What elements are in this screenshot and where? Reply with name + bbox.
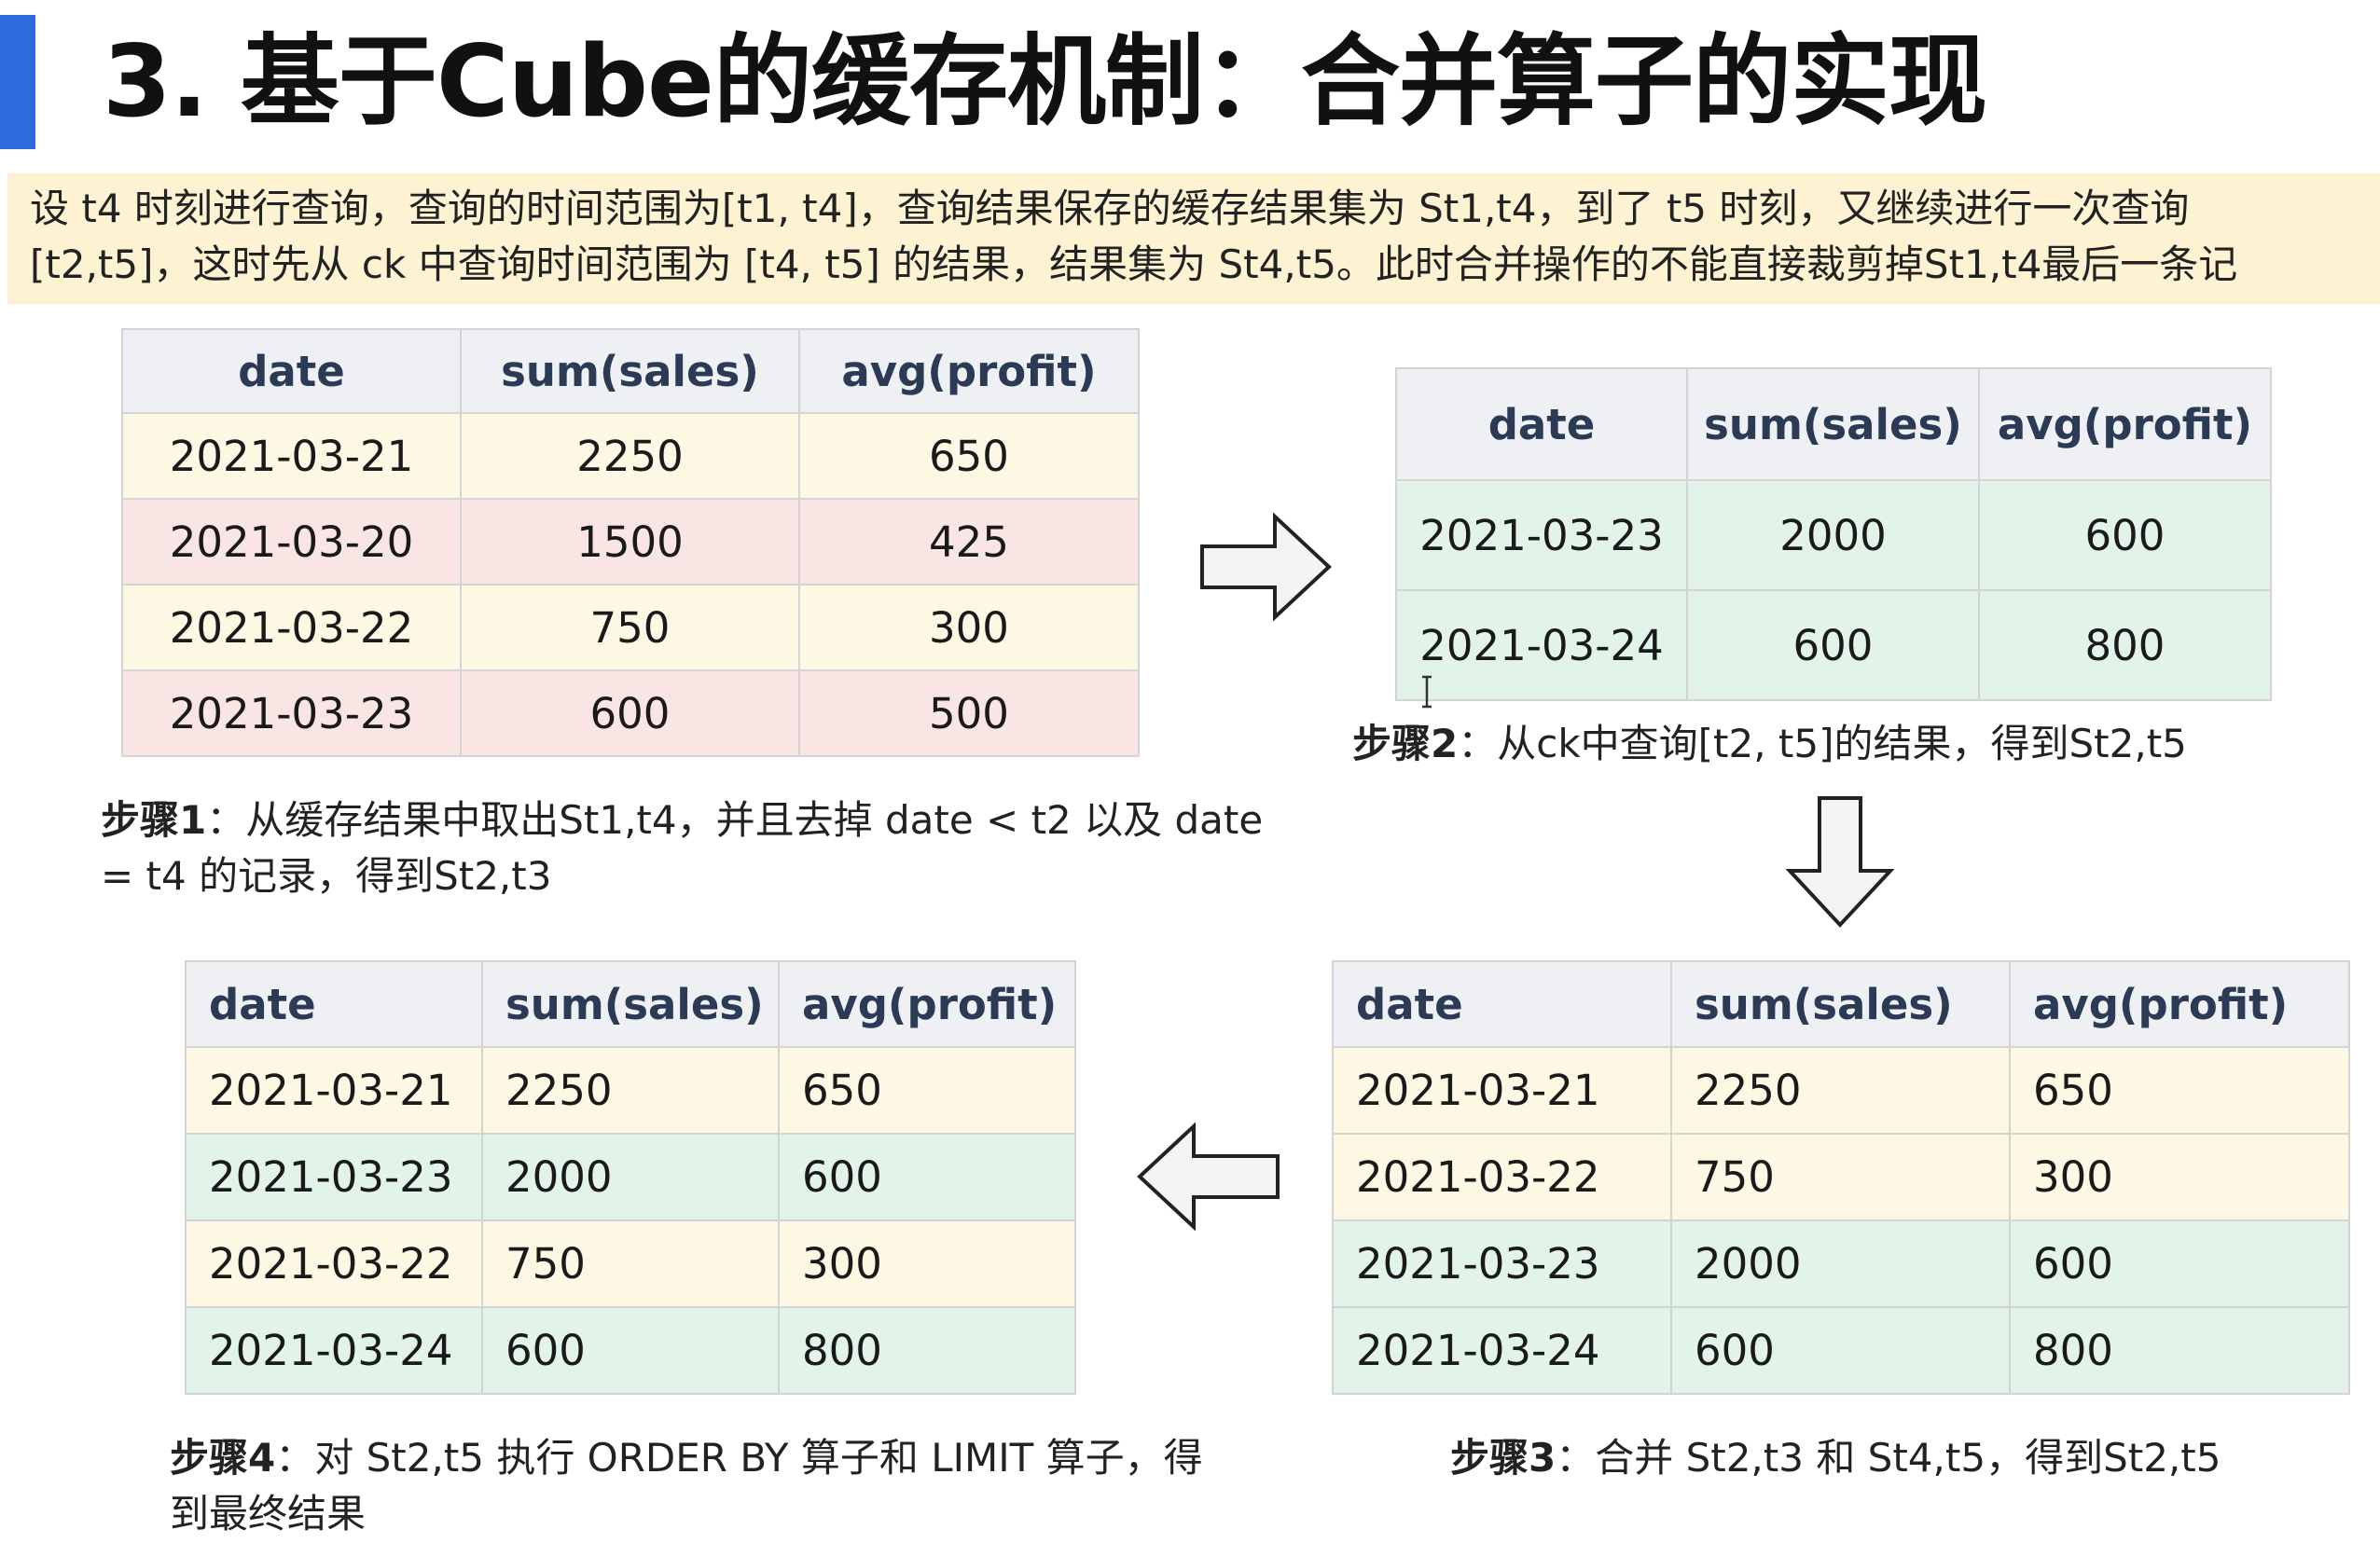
header-date: date — [1332, 960, 1672, 1048]
cell-date: 2021-03-23 — [1395, 479, 1688, 591]
ck-query-result-table: date sum(sales) avg(profit) 2021-03-23 2… — [1395, 367, 2272, 701]
table-row: 2021-03-23 600 500 — [121, 669, 1140, 757]
table-row: 2021-03-21 2250 650 — [121, 412, 1140, 500]
cell-avg-profit: 800 — [1978, 589, 2272, 701]
table-row: 2021-03-24 600 800 — [185, 1306, 1076, 1395]
cell-avg-profit: 650 — [778, 1046, 1076, 1135]
header-sum-sales: sum(sales) — [481, 960, 780, 1048]
cell-sum-sales: 2000 — [1686, 479, 1980, 591]
cell-date: 2021-03-22 — [1332, 1133, 1672, 1221]
table-header-row: date sum(sales) avg(profit) — [185, 960, 1076, 1048]
cell-avg-profit: 600 — [778, 1133, 1076, 1221]
cell-sum-sales: 2250 — [460, 412, 800, 500]
description-line-2: [t2,t5]，这时先从 ck 中查询时间范围为 [t4, t5] 的结果，结果… — [30, 241, 2238, 287]
cell-sum-sales: 2000 — [481, 1133, 780, 1221]
cell-avg-profit: 500 — [798, 669, 1140, 757]
title-accent-bar — [0, 15, 35, 149]
cell-avg-profit: 425 — [798, 498, 1140, 586]
cell-date: 2021-03-21 — [1332, 1046, 1672, 1135]
table-row: 2021-03-23 2000 600 — [1395, 479, 2272, 591]
final-result-table: date sum(sales) avg(profit) 2021-03-21 2… — [185, 960, 1076, 1395]
header-avg-profit: avg(profit) — [778, 960, 1076, 1048]
cell-sum-sales: 750 — [481, 1219, 780, 1308]
header-sum-sales: sum(sales) — [460, 328, 800, 414]
cell-avg-profit: 650 — [2009, 1046, 2350, 1135]
header-sum-sales: sum(sales) — [1686, 367, 1980, 481]
cell-sum-sales: 1500 — [460, 498, 800, 586]
header-date: date — [1395, 367, 1688, 481]
description-box: 设 t4 时刻进行查询，查询的时间范围为[t1, t4]，查询结果保存的缓存结果… — [7, 173, 2380, 304]
slide-title: 3. 基于Cube的缓存机制：合并算子的实现 — [103, 24, 1987, 139]
cell-date: 2021-03-20 — [121, 498, 462, 586]
cell-sum-sales: 600 — [1670, 1306, 2011, 1395]
arrow-left-icon — [1137, 1123, 1280, 1231]
cell-date: 2021-03-23 — [1332, 1219, 1672, 1308]
step2-label: 步骤2 — [1352, 721, 1459, 766]
header-avg-profit: avg(profit) — [2009, 960, 2350, 1048]
cell-sum-sales: 2250 — [1670, 1046, 2011, 1135]
arrow-down-icon — [1786, 796, 1894, 928]
cell-date: 2021-03-24 — [1395, 589, 1688, 701]
description-line-1: 设 t4 时刻进行查询，查询的时间范围为[t1, t4]，查询结果保存的缓存结果… — [30, 186, 2190, 231]
cell-avg-profit: 600 — [1978, 479, 2272, 591]
cached-result-table: date sum(sales) avg(profit) 2021-03-21 2… — [121, 328, 1140, 757]
table-row: 2021-03-22 750 300 — [185, 1219, 1076, 1308]
table-row: 2021-03-22 750 300 — [1332, 1133, 2350, 1221]
step4-caption: 步骤4：对 St2,t5 执行 ORDER BY 算子和 LIMIT 算子，得到… — [170, 1430, 1233, 1542]
cell-avg-profit: 650 — [798, 412, 1140, 500]
cell-date: 2021-03-22 — [121, 584, 462, 671]
cell-date: 2021-03-23 — [121, 669, 462, 757]
step4-text: ：对 St2,t5 执行 ORDER BY 算子和 LIMIT 算子，得到最终结… — [170, 1435, 1203, 1536]
step3-text: ：合并 St2,t3 和 St4,t5，得到St2,t5 — [1556, 1435, 2221, 1481]
cell-avg-profit: 600 — [2009, 1219, 2350, 1308]
step4-label: 步骤4 — [170, 1435, 276, 1481]
table-row: 2021-03-20 1500 425 — [121, 498, 1140, 586]
cell-avg-profit: 800 — [778, 1306, 1076, 1395]
table-header-row: date sum(sales) avg(profit) — [1395, 367, 2272, 481]
table-row: 2021-03-22 750 300 — [121, 584, 1140, 671]
table-header-row: date sum(sales) avg(profit) — [1332, 960, 2350, 1048]
table-row: 2021-03-24 600 800 — [1332, 1306, 2350, 1395]
cell-date: 2021-03-24 — [185, 1306, 483, 1395]
text-cursor-icon — [1422, 675, 1432, 709]
cell-avg-profit: 300 — [778, 1219, 1076, 1308]
step3-caption: 步骤3：合并 St2,t3 和 St4,t5，得到St2,t5 — [1450, 1430, 2221, 1486]
cell-sum-sales: 600 — [460, 669, 800, 757]
table-row: 2021-03-23 2000 600 — [1332, 1219, 2350, 1308]
cell-avg-profit: 300 — [2009, 1133, 2350, 1221]
cell-date: 2021-03-21 — [185, 1046, 483, 1135]
cell-sum-sales: 600 — [481, 1306, 780, 1395]
merged-result-table: date sum(sales) avg(profit) 2021-03-21 2… — [1332, 960, 2350, 1395]
header-date: date — [121, 328, 462, 414]
cell-date: 2021-03-21 — [121, 412, 462, 500]
cell-date: 2021-03-22 — [185, 1219, 483, 1308]
step2-caption: 步骤2：从ck中查询[t2, t5]的结果，得到St2,t5 — [1352, 716, 2187, 772]
header-sum-sales: sum(sales) — [1670, 960, 2011, 1048]
cell-sum-sales: 750 — [1670, 1133, 2011, 1221]
cell-date: 2021-03-24 — [1332, 1306, 1672, 1395]
step1-caption: 步骤1：从缓存结果中取出St1,t4，并且去掉 date < t2 以及 dat… — [101, 792, 1276, 904]
table-row: 2021-03-21 2250 650 — [1332, 1046, 2350, 1135]
cell-avg-profit: 800 — [2009, 1306, 2350, 1395]
table-row: 2021-03-23 2000 600 — [185, 1133, 1076, 1221]
arrow-right-icon — [1200, 513, 1332, 621]
cell-sum-sales: 2000 — [1670, 1219, 2011, 1308]
table-row: 2021-03-24 600 800 — [1395, 589, 2272, 701]
cell-date: 2021-03-23 — [185, 1133, 483, 1221]
step2-text: ：从ck中查询[t2, t5]的结果，得到St2,t5 — [1458, 721, 2187, 766]
step1-text: ：从缓存结果中取出St1,t4，并且去掉 date < t2 以及 date =… — [101, 797, 1264, 899]
table-header-row: date sum(sales) avg(profit) — [121, 328, 1140, 414]
table-row: 2021-03-21 2250 650 — [185, 1046, 1076, 1135]
cell-sum-sales: 750 — [460, 584, 800, 671]
header-avg-profit: avg(profit) — [1978, 367, 2272, 481]
cell-sum-sales: 600 — [1686, 589, 1980, 701]
cell-avg-profit: 300 — [798, 584, 1140, 671]
header-date: date — [185, 960, 483, 1048]
header-avg-profit: avg(profit) — [798, 328, 1140, 414]
step1-label: 步骤1 — [101, 797, 207, 843]
cell-sum-sales: 2250 — [481, 1046, 780, 1135]
step3-label: 步骤3 — [1450, 1435, 1557, 1481]
